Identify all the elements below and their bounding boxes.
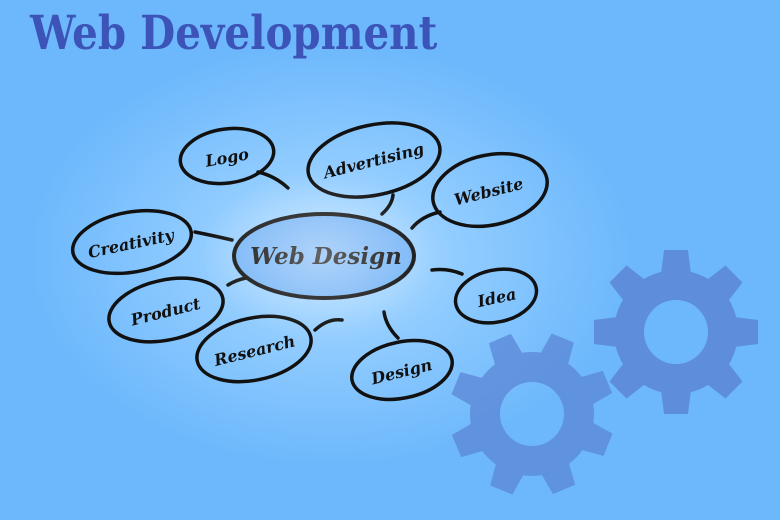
bubble-design: Design	[350, 338, 454, 402]
gear-icon	[594, 250, 758, 414]
page-title: Web Development	[30, 6, 438, 61]
center-node: Web Design	[232, 212, 416, 300]
bubble-research: Research	[195, 314, 313, 384]
bubble-website: Website	[431, 151, 549, 229]
bubble-label: Advertising	[320, 139, 426, 183]
bubble-label: Research	[211, 331, 297, 370]
bubble-advertising: Advertising	[306, 121, 442, 199]
bubble-creativity: Creativity	[70, 208, 194, 276]
bubble-logo: Logo	[178, 126, 276, 186]
bubble-product: Product	[107, 276, 225, 344]
bubble-label: Website	[452, 174, 525, 210]
bubble-label: Design	[368, 355, 434, 389]
bubble-label: Creativity	[86, 225, 177, 262]
bubble-label: Idea	[475, 284, 518, 311]
bubble-label: Logo	[203, 144, 251, 171]
bubble-idea: Idea	[453, 267, 539, 325]
gear-icon	[451, 333, 613, 495]
center-label: Web Design	[250, 243, 402, 270]
bubble-label: Product	[128, 294, 203, 330]
